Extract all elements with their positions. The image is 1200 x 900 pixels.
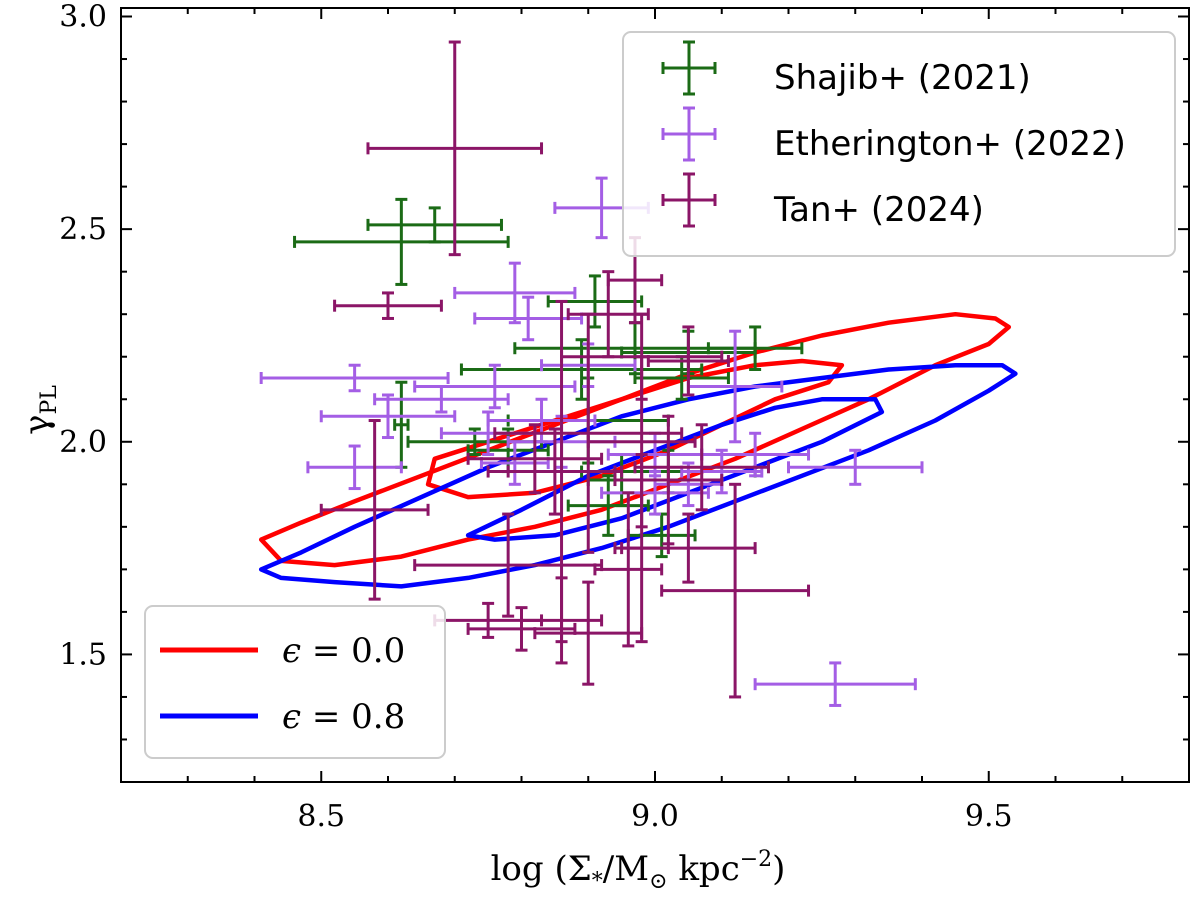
errorbar-point-s2-15 — [466, 606, 577, 652]
errorbar-point-s0-11 — [633, 355, 730, 401]
errorbar-point-s1-20 — [753, 661, 917, 707]
errorbar-point-s0-5 — [546, 274, 644, 329]
y-axis-label: γPL — [17, 385, 62, 435]
errorbar-point-s2-3 — [466, 423, 604, 495]
errorbar-point-s2-2 — [319, 419, 430, 601]
legend-entry-shajib: Shajib+ (2021) — [661, 40, 1031, 98]
y-tick-label: 2.0 — [59, 425, 107, 460]
errorbar-point-s1-15 — [686, 329, 784, 444]
errorbar-point-s2-10 — [613, 414, 724, 546]
contour-eps-0-level-1 — [425, 358, 845, 500]
legend-label-eps-1: ϵ = 0.8 — [282, 697, 405, 737]
x-tick-label: 9.5 — [965, 799, 1013, 834]
y-tick-label: 1.5 — [59, 637, 107, 672]
errorbar-point-s2-22 — [586, 355, 697, 529]
errorbar-point-s1-5 — [453, 261, 577, 325]
errorbar-point-s1-19 — [787, 448, 924, 486]
errorbar-point-s0-14 — [566, 474, 650, 537]
errorbar-point-s1-18 — [700, 431, 811, 478]
y-tick-label: 3.0 — [59, 0, 107, 35]
errorbar-point-s1-17 — [600, 470, 710, 516]
x-axis-label: log (Σ*/M⊙ kpc−2) — [491, 847, 786, 894]
errorbar-point-s2-20 — [593, 491, 664, 648]
legend-entry-tan: Tan+ (2024) — [661, 172, 984, 230]
errorbar-point-s2-9 — [646, 325, 730, 397]
legend-contours-box — [144, 605, 446, 759]
legend-errorbars-box — [622, 31, 1176, 257]
errorbar-point-s2-1 — [333, 291, 443, 320]
errorbar-point-s1-0 — [259, 363, 450, 393]
errorbar-point-s0-10 — [706, 325, 804, 371]
errorbar-point-s1-1 — [319, 393, 457, 440]
errorbar-point-s1-4 — [413, 363, 577, 410]
errorbar-point-s1-16 — [680, 448, 764, 495]
errorbar-point-s0-7 — [459, 338, 704, 401]
errorbar-point-s2-5 — [493, 312, 684, 554]
tick-layer: 8.5 9.0 9.5 1.5 2.0 2.5 3.0 — [59, 0, 1190, 834]
legend-marker-1 — [661, 106, 717, 162]
errorbar-point-s2-13 — [533, 580, 644, 686]
legend-label-etherington: Etherington+ (2022) — [774, 124, 1126, 164]
errorbar-point-s2-0 — [366, 40, 544, 257]
errorbar-point-s1-2 — [306, 444, 403, 491]
x-tick-label: 9.0 — [631, 799, 679, 834]
errorbar-point-s2-18 — [633, 423, 770, 512]
legend-label-eps-0: ϵ = 0.0 — [282, 631, 405, 671]
legend-label-shajib: Shajib+ (2021) — [774, 58, 1031, 98]
legend-errorbars: Shajib+ (2021) Etherington+ (2022) Tan+ … — [622, 31, 1176, 257]
errorbar-point-s2-16 — [433, 601, 544, 639]
errorbar-point-s1-3 — [373, 384, 510, 414]
errorbar-layer — [259, 40, 924, 707]
errorbar-point-s2-17 — [660, 482, 811, 699]
errorbar-point-s0-1 — [366, 206, 503, 244]
legend-marker-0 — [661, 40, 717, 96]
errorbar-point-s1-6 — [473, 295, 584, 342]
errorbar-point-s0-2 — [393, 380, 410, 469]
x-tick-label: 8.5 — [297, 799, 345, 834]
errorbar-point-s0-0 — [293, 197, 510, 286]
legend-label-tan: Tan+ (2024) — [773, 190, 984, 230]
legend-contours: ϵ = 0.0 ϵ = 0.8 — [144, 605, 446, 759]
legend-entry-etherington: Etherington+ (2022) — [661, 106, 1126, 164]
y-tick-label: 2.5 — [59, 212, 107, 247]
legend-marker-2 — [661, 172, 717, 228]
